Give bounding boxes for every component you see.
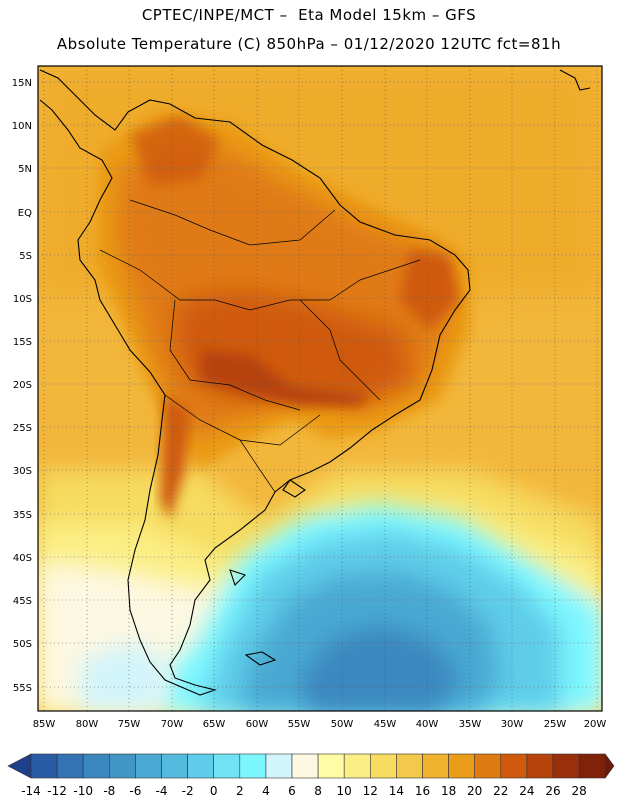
colorbar-swatch xyxy=(552,753,580,779)
colorbar-swatch xyxy=(161,753,188,779)
colorbar-swatch xyxy=(474,753,502,779)
colorbar-swatch xyxy=(343,753,371,779)
colorbar-label: 4 xyxy=(262,784,270,798)
colorbar-label: -6 xyxy=(129,784,141,798)
colorbar-swatch xyxy=(239,753,267,779)
colorbar-swatch xyxy=(213,753,241,779)
colorbar-label: -4 xyxy=(156,784,168,798)
svg-text:40S: 40S xyxy=(13,553,32,564)
svg-text:50W: 50W xyxy=(331,719,354,730)
colorbar-label: 12 xyxy=(363,784,378,798)
colorbar-label: 6 xyxy=(288,784,296,798)
svg-text:25S: 25S xyxy=(13,423,32,434)
colorbar-swatch xyxy=(396,753,423,779)
colorbar-swatch xyxy=(265,753,293,779)
country-borders xyxy=(99,199,421,493)
svg-text:15N: 15N xyxy=(12,78,32,89)
svg-text:50S: 50S xyxy=(13,639,32,650)
svg-text:55W: 55W xyxy=(288,719,311,730)
svg-text:85W: 85W xyxy=(33,719,56,730)
colorbar-label: 28 xyxy=(571,784,586,798)
map-frame xyxy=(37,65,603,712)
svg-text:35W: 35W xyxy=(459,719,482,730)
colorbar-label: 2 xyxy=(236,784,244,798)
svg-text:60W: 60W xyxy=(246,719,269,730)
svg-text:30S: 30S xyxy=(13,466,32,477)
colorbar-swatch xyxy=(291,753,319,779)
svg-text:20S: 20S xyxy=(13,380,32,391)
colorbar-label: 8 xyxy=(314,784,322,798)
colorbar-label: 20 xyxy=(467,784,482,798)
colorbar-label: 22 xyxy=(493,784,508,798)
coastline xyxy=(39,69,591,696)
colorbar-swatch xyxy=(135,753,162,779)
colorbar-label: -10 xyxy=(73,784,93,798)
colorbar-label: -12 xyxy=(47,784,67,798)
map-subtitle: Absolute Temperature (C) 850hPa – 01/12/… xyxy=(56,35,562,53)
colorbar-label: -8 xyxy=(103,784,115,798)
svg-text:40W: 40W xyxy=(416,719,439,730)
svg-text:45W: 45W xyxy=(374,719,397,730)
colorbar-swatch xyxy=(109,753,136,779)
colorbar-label: -14 xyxy=(21,784,41,798)
colorbar-arrow-low xyxy=(7,753,32,779)
colorbar-swatch xyxy=(369,753,397,779)
svg-text:75W: 75W xyxy=(118,719,141,730)
map-title: CPTEC/INPE/MCT – Eta Model 15km – GFS xyxy=(141,6,477,24)
svg-text:45S: 45S xyxy=(13,596,32,607)
svg-text:15S: 15S xyxy=(13,337,32,348)
colorbar-label: 14 xyxy=(389,784,404,798)
svg-text:EQ: EQ xyxy=(18,208,32,219)
svg-text:25W: 25W xyxy=(544,719,567,730)
svg-text:30W: 30W xyxy=(501,719,524,730)
colorbar-swatch xyxy=(422,753,449,779)
latitude-labels: 15N 10N 5N EQ 5S 10S 15S 20S 25S 30S 35S… xyxy=(12,78,32,694)
colorbar-label: 16 xyxy=(415,784,430,798)
svg-text:35S: 35S xyxy=(13,510,32,521)
colorbar-arrow-high xyxy=(604,753,615,779)
colorbar-label: 10 xyxy=(337,784,352,798)
colorbar: -14 -12 -10 -8 -6 -4 -2 0 2 4 6 8 10 12 14 16 18 20 22 24 26… xyxy=(7,753,615,798)
colorbar-swatch xyxy=(82,753,110,779)
colorbar-swatch xyxy=(187,753,215,779)
svg-text:20W: 20W xyxy=(584,719,607,730)
temperature-field xyxy=(38,66,602,711)
svg-text:5S: 5S xyxy=(19,251,32,262)
svg-text:10S: 10S xyxy=(13,294,32,305)
svg-text:65W: 65W xyxy=(203,719,226,730)
colorbar-label: 26 xyxy=(545,784,560,798)
colorbar-swatch xyxy=(317,753,345,779)
colorbar-swatch xyxy=(578,753,606,779)
colorbar-label: 18 xyxy=(441,784,456,798)
svg-text:5N: 5N xyxy=(18,164,32,175)
colorbar-swatch xyxy=(500,753,528,779)
svg-text:70W: 70W xyxy=(161,719,184,730)
longitude-labels: 85W 80W 75W 70W 65W 60W 55W 50W 45W 40W … xyxy=(33,719,607,730)
svg-text:80W: 80W xyxy=(76,719,99,730)
colorbar-label: 0 xyxy=(210,784,218,798)
colorbar-swatch xyxy=(526,753,554,779)
colorbar-label: -2 xyxy=(182,784,194,798)
colorbar-swatch xyxy=(448,753,476,779)
colorbar-swatch xyxy=(56,753,84,779)
svg-text:10N: 10N xyxy=(12,121,32,132)
svg-text:55S: 55S xyxy=(13,683,32,694)
colorbar-swatch xyxy=(30,753,58,779)
colorbar-label: 24 xyxy=(519,784,534,798)
